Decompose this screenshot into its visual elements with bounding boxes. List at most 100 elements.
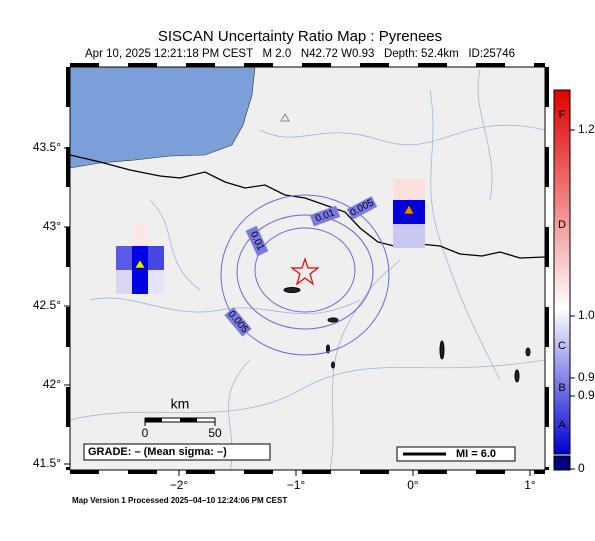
border bbox=[70, 154, 545, 259]
frame-check bbox=[66, 147, 70, 187]
station-right bbox=[393, 178, 425, 248]
river bbox=[477, 69, 493, 201]
frame-check bbox=[360, 63, 389, 67]
lake bbox=[439, 340, 445, 360]
frame-check bbox=[128, 470, 157, 474]
lon-tick-label: −1° bbox=[287, 478, 306, 492]
cell bbox=[148, 246, 164, 270]
river bbox=[329, 259, 401, 470]
frame-check bbox=[70, 63, 99, 67]
lat-tick-label: 43.5° bbox=[33, 140, 61, 154]
epicenter bbox=[290, 257, 320, 286]
frame-check bbox=[545, 387, 549, 427]
colorbar-class: F bbox=[559, 109, 566, 121]
frame-check bbox=[418, 63, 447, 67]
colorbar-class: C bbox=[558, 340, 566, 352]
lon-tick-label: 1° bbox=[524, 478, 536, 492]
frame-check bbox=[545, 147, 549, 187]
colorbar-under bbox=[553, 455, 571, 471]
contour-label-bg bbox=[245, 225, 269, 257]
lakes bbox=[283, 287, 531, 383]
colorbar-body bbox=[553, 89, 571, 455]
lake bbox=[525, 347, 531, 357]
station-left bbox=[116, 224, 164, 294]
cell bbox=[148, 270, 164, 294]
frame-check bbox=[186, 63, 215, 67]
colorbar-class: B bbox=[558, 382, 565, 394]
lake bbox=[331, 361, 335, 369]
scale-bar: km 0 50 bbox=[142, 396, 222, 440]
cell bbox=[393, 224, 425, 248]
scale-bar-seg bbox=[180, 418, 197, 422]
frame-check bbox=[302, 63, 331, 67]
river bbox=[89, 297, 361, 315]
contour bbox=[254, 227, 356, 313]
colorbar-tick-label: 1.2 bbox=[578, 122, 595, 136]
scale-unit: km bbox=[171, 396, 190, 412]
grade: GRADE: – (Mean sigma: –) bbox=[88, 446, 227, 458]
contour-label-bg bbox=[309, 205, 341, 227]
frame-check bbox=[534, 63, 545, 67]
cell bbox=[132, 224, 148, 246]
landmark bbox=[280, 112, 290, 122]
subtitle: Apr 10, 2025 12:21:18 PM CEST M 2.0 N42.… bbox=[85, 48, 515, 60]
cell bbox=[116, 246, 132, 270]
river bbox=[259, 124, 545, 146]
frame-check bbox=[128, 63, 157, 67]
contour bbox=[220, 194, 390, 356]
frame-check bbox=[545, 467, 549, 470]
cell bbox=[132, 270, 148, 294]
lat-tick-label: 42° bbox=[43, 377, 61, 391]
frame-check bbox=[66, 387, 70, 427]
frame-check bbox=[244, 63, 273, 67]
cell bbox=[393, 178, 425, 200]
frame-check bbox=[66, 67, 70, 107]
frame-check bbox=[545, 67, 549, 107]
colorbar-tick-label: 0.9 bbox=[578, 388, 595, 402]
colorbar: F D C B A 1.2 1.0 0.9 0.9 0 bbox=[553, 89, 595, 475]
frame-check bbox=[70, 470, 99, 474]
lake bbox=[514, 369, 520, 383]
scale-tick-label: 50 bbox=[208, 426, 222, 440]
colorbar-tick-label: 0.9 bbox=[578, 370, 595, 384]
frame-check bbox=[476, 63, 505, 67]
frame-check bbox=[545, 307, 549, 347]
frame-check bbox=[476, 470, 505, 474]
frame-check bbox=[186, 470, 215, 474]
cell bbox=[132, 246, 148, 270]
scale-tick-label: 0 bbox=[142, 426, 149, 440]
colorbar-class: D bbox=[558, 219, 566, 231]
footer: Map Version 1 Processed 2025–04–10 12:24… bbox=[72, 496, 287, 505]
grade-box bbox=[83, 443, 271, 461]
frame-check bbox=[545, 227, 549, 267]
lake bbox=[327, 317, 339, 323]
contour-label-bg bbox=[224, 307, 252, 337]
colorbar-class: A bbox=[558, 419, 566, 431]
river bbox=[429, 89, 501, 381]
contour bbox=[236, 214, 374, 330]
frame-check bbox=[302, 470, 331, 474]
contours bbox=[220, 194, 390, 356]
frame-check bbox=[66, 227, 70, 267]
station bbox=[134, 259, 146, 269]
ocean bbox=[70, 67, 256, 169]
colorbar-tick-label: 1.0 bbox=[578, 308, 595, 322]
mi-box bbox=[396, 446, 516, 462]
lon-tick-label: 0° bbox=[407, 478, 419, 492]
lon-tick-label: −2° bbox=[170, 478, 189, 492]
lat-tick-label: 41.5° bbox=[33, 456, 61, 470]
river bbox=[149, 199, 201, 291]
mi: MI = 6.0 bbox=[456, 448, 496, 460]
title: SISCAN Uncertainty Ratio Map : Pyrenees bbox=[158, 28, 442, 45]
river bbox=[70, 359, 545, 421]
lake bbox=[326, 344, 330, 354]
frame-check bbox=[418, 470, 447, 474]
frame-ticks: 43.5° 43° 42.5° 42° 41.5° −2° −1° 0° 1° bbox=[33, 63, 549, 492]
lat-tick-label: 42.5° bbox=[33, 298, 61, 312]
cell bbox=[116, 270, 132, 294]
frame-check bbox=[244, 470, 273, 474]
lake bbox=[283, 287, 301, 293]
colorbar-tick-label: 0 bbox=[578, 461, 585, 475]
